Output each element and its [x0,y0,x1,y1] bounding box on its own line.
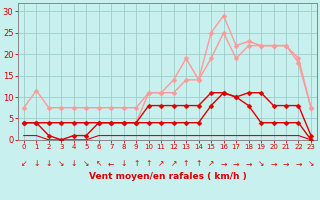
Text: ↘: ↘ [58,159,64,168]
Text: ↘: ↘ [258,159,264,168]
Text: ↓: ↓ [71,159,77,168]
Text: ↓: ↓ [45,159,52,168]
Text: ↑: ↑ [183,159,189,168]
Text: ↘: ↘ [308,159,314,168]
Text: →: → [233,159,239,168]
Text: ↙: ↙ [20,159,27,168]
Text: →: → [283,159,289,168]
Text: ←: ← [108,159,114,168]
Text: ↓: ↓ [121,159,127,168]
Text: →: → [295,159,302,168]
X-axis label: Vent moyen/en rafales ( km/h ): Vent moyen/en rafales ( km/h ) [89,172,246,181]
Text: →: → [270,159,277,168]
Text: ↘: ↘ [83,159,89,168]
Text: →: → [220,159,227,168]
Text: ↖: ↖ [96,159,102,168]
Text: →: → [245,159,252,168]
Text: ↗: ↗ [208,159,214,168]
Text: ↑: ↑ [146,159,152,168]
Text: ↑: ↑ [133,159,140,168]
Text: ↗: ↗ [171,159,177,168]
Text: ↗: ↗ [158,159,164,168]
Text: ↑: ↑ [196,159,202,168]
Text: ↓: ↓ [33,159,39,168]
